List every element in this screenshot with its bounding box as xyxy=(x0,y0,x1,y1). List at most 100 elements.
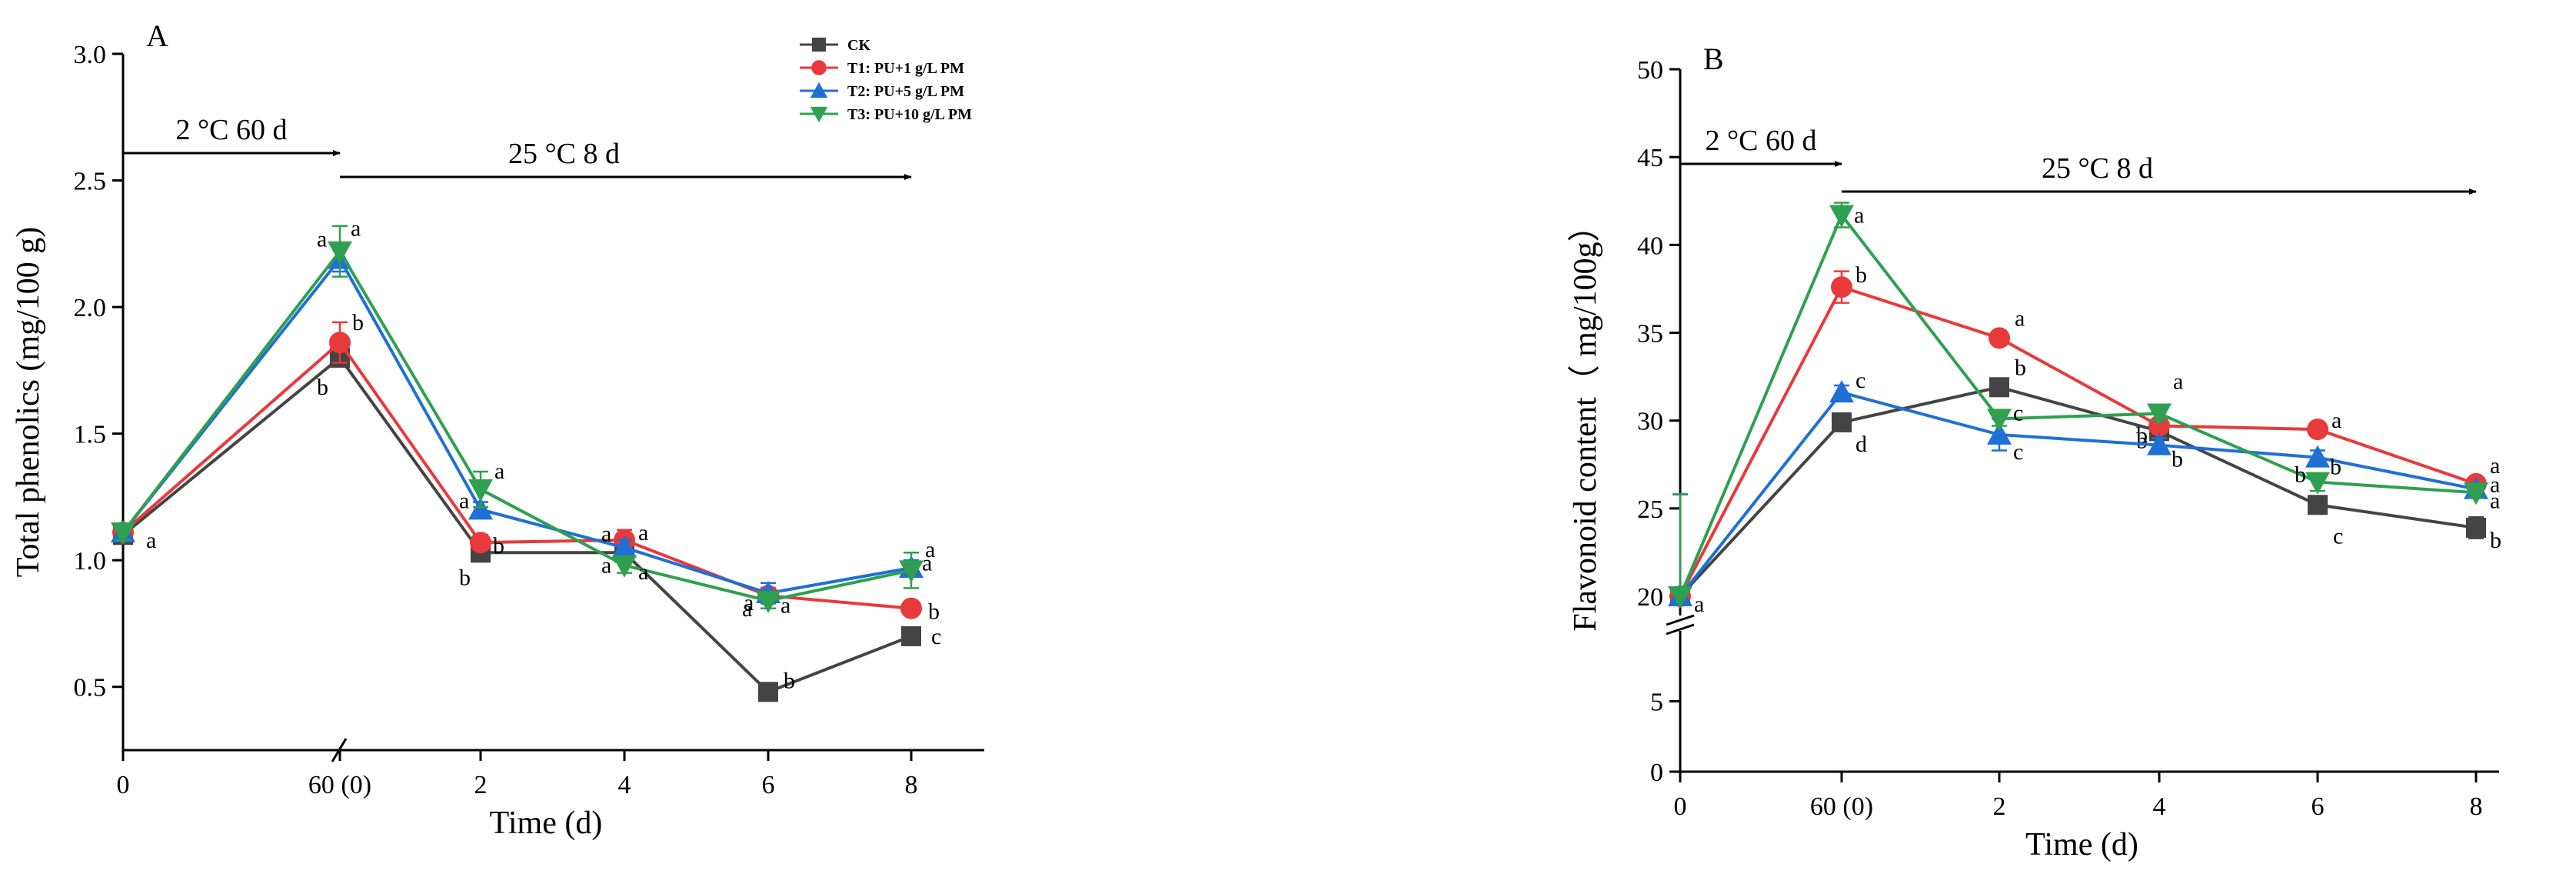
axis-break-mark xyxy=(1666,614,1695,626)
significance-letter: c xyxy=(2013,439,2023,465)
x-tick-label: 0 xyxy=(117,771,130,799)
legend-entry: T1: PU+1 g/L PM xyxy=(847,60,964,77)
legend-entry: T2: PU+5 g/L PM xyxy=(847,83,964,100)
legend-marker-shape xyxy=(811,60,827,75)
data-point xyxy=(2305,445,2330,468)
significance-letter: a xyxy=(1854,203,1864,229)
panel-label: B xyxy=(1703,42,1724,76)
significance-letter: c xyxy=(1855,368,1865,393)
significance-letter: a xyxy=(742,596,752,622)
period-label: 2 °C 60 d xyxy=(175,114,287,146)
significance-letter: a xyxy=(922,550,932,575)
data-point xyxy=(328,241,352,264)
x-tick-label: 0 xyxy=(1674,792,1687,821)
data-point xyxy=(2305,472,2330,495)
data-point xyxy=(2466,517,2486,538)
legend-marker xyxy=(811,37,827,52)
significance-letter: b xyxy=(928,599,940,625)
series-line xyxy=(121,249,912,602)
significance-letter: b xyxy=(2490,528,2501,553)
legend-marker xyxy=(810,82,828,98)
legend-marker xyxy=(810,106,828,123)
legend-marker-shape xyxy=(810,82,828,98)
x-tick-label: 60 (0) xyxy=(1810,792,1873,821)
legend-entry: CK xyxy=(847,37,870,54)
legend-marker xyxy=(811,60,827,75)
data-point xyxy=(329,332,351,354)
x-tick-label: 8 xyxy=(905,771,918,799)
significance-letter: b xyxy=(2136,423,2148,449)
data-point xyxy=(468,497,493,520)
significance-letter: a xyxy=(494,459,504,484)
data-point xyxy=(612,555,637,578)
data-point xyxy=(612,535,637,558)
significance-letter: a xyxy=(459,488,469,513)
significance-letter: a xyxy=(925,537,935,562)
y-tick-label: 1.0 xyxy=(74,547,107,575)
data-point xyxy=(1829,205,1854,228)
legend-entry: T3: PU+10 g/L PM xyxy=(847,106,972,123)
significance-letter: a xyxy=(2490,472,2500,498)
significance-letter: d xyxy=(1855,432,1867,457)
data-point xyxy=(468,479,493,502)
significance-letter: a xyxy=(638,559,648,585)
significance-letter: b xyxy=(317,375,328,400)
data-point xyxy=(756,590,780,613)
significance-letter: b xyxy=(459,565,471,590)
y-tick-label: 2.5 xyxy=(74,168,107,196)
y-tick-label: 3.0 xyxy=(74,41,107,69)
significance-letter: a xyxy=(2490,488,2500,513)
y-axis-label: Flavonoid content（ mg/100g） xyxy=(1568,209,1603,631)
data-point xyxy=(1987,409,2012,432)
y-tick-label: 45 xyxy=(1637,144,1663,172)
y-tick-label: 30 xyxy=(1637,408,1663,436)
significance-letter: b xyxy=(2330,455,2341,480)
series-line xyxy=(1679,285,2477,597)
y-tick-label: 0.5 xyxy=(74,674,107,702)
data-point xyxy=(2147,432,2172,455)
significance-letter: b xyxy=(784,668,795,693)
significance-letter: a xyxy=(601,552,611,578)
significance-letter: b xyxy=(2015,355,2026,380)
axis-break-mark xyxy=(331,738,348,762)
significance-letter: b xyxy=(2295,462,2306,488)
y-tick-label: 5 xyxy=(1650,689,1663,717)
data-point xyxy=(2308,495,2328,515)
significance-letter: b xyxy=(1855,262,1867,288)
y-tick-label: 25 xyxy=(1637,495,1663,524)
x-axis-label: Time (d) xyxy=(490,806,603,841)
significance-letter: a xyxy=(601,522,611,547)
axis-break-mark xyxy=(1666,623,1695,635)
x-tick-label: 6 xyxy=(2311,792,2325,821)
series-line xyxy=(121,355,912,694)
data-point xyxy=(1832,412,1852,432)
series-line xyxy=(121,340,912,610)
y-tick-label: 35 xyxy=(1637,320,1663,349)
data-point xyxy=(1989,327,2010,349)
period-label: 25 °C 8 d xyxy=(508,138,620,170)
legend-marker-shape xyxy=(811,37,827,52)
x-tick-label: 2 xyxy=(474,771,488,799)
data-point xyxy=(1987,422,2012,445)
significance-letter: a xyxy=(2490,453,2500,479)
y-tick-label: 0 xyxy=(1650,759,1663,787)
significance-letter: a xyxy=(2015,305,2025,331)
y-axis-label: Total phenolics (mg/100 g) xyxy=(11,227,46,577)
period-label: 2 °C 60 d xyxy=(1705,125,1816,157)
legend-marker-shape xyxy=(810,106,828,123)
y-tick-label: 1.5 xyxy=(74,421,107,449)
x-axis-label: Time (d) xyxy=(2025,827,2138,862)
panel-label: A xyxy=(146,18,168,53)
significance-letter: b xyxy=(2136,428,2148,453)
y-tick-label: 50 xyxy=(1637,56,1663,85)
y-tick-label: 40 xyxy=(1637,232,1663,260)
significance-letter: c xyxy=(2333,523,2343,549)
legend: CK T1: PU+1 g/L PM T2: PU+5 g/L PM T3: PU+1… xyxy=(800,37,972,123)
